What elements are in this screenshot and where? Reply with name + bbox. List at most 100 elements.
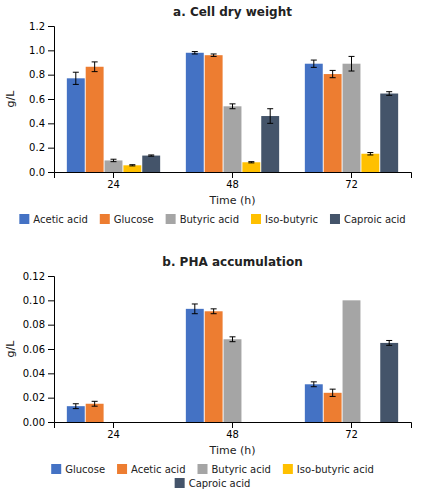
legend-label: Caproic acid (189, 478, 251, 489)
error-bar-line (75, 72, 76, 84)
bar-series (224, 300, 361, 422)
x-tick: 24 (107, 422, 120, 440)
y-tick-mark (48, 398, 54, 399)
error-bar-cap (211, 313, 217, 314)
x-tick-mark (351, 422, 352, 428)
legend-swatch (330, 214, 340, 224)
error-bar-cap (73, 408, 79, 409)
legend-label: Butyric acid (180, 214, 239, 225)
error-bar-cap (367, 152, 373, 153)
error-bar (73, 72, 79, 84)
error-bar-cap (330, 77, 336, 78)
error-bar-line (389, 340, 390, 345)
error-bar-cap (73, 403, 79, 404)
legend-swatch (100, 214, 110, 224)
legend-label: Caproic acid (344, 214, 406, 225)
legend-swatch (198, 464, 208, 474)
y-tick: 0.00 (23, 417, 54, 428)
y-tick-label: 0.0 (29, 167, 45, 178)
y-tick-mark (48, 422, 54, 423)
error-bar (211, 309, 217, 314)
bar (86, 404, 104, 422)
y-tick-label: 0.10 (23, 295, 45, 306)
y-tick-label: 0.00 (23, 417, 45, 428)
error-bar-cap (148, 154, 154, 155)
error-bar-cap (73, 84, 79, 85)
error-bar-cap (311, 386, 317, 387)
bar (242, 422, 260, 423)
x-tick-mark (113, 172, 114, 178)
legend-label: Acetic acid (33, 214, 87, 225)
error-bar-cap (129, 164, 135, 165)
bar (123, 165, 141, 172)
y-tick-label: 0.6 (29, 94, 45, 105)
y-tick-mark (48, 99, 54, 100)
x-tick: 48 (226, 172, 239, 190)
error-bar (92, 62, 98, 72)
bar (205, 55, 223, 172)
legend-item: Butyric acid (198, 464, 271, 475)
y-tick: 0.8 (29, 69, 54, 80)
error-bar-cap (311, 381, 317, 382)
bar (224, 106, 242, 172)
error-bar-line (351, 56, 352, 71)
bar-series (380, 340, 398, 422)
bar (67, 406, 85, 422)
error-bar-line (313, 60, 314, 67)
error-bar-cap (311, 67, 317, 68)
bar (380, 94, 398, 172)
error-bar-cap (129, 165, 135, 166)
x-tick: 24 (107, 172, 120, 190)
y-axis: 0.000.020.040.060.080.100.12 (23, 271, 55, 428)
bar-series (67, 52, 323, 172)
y-tick: 0.6 (29, 94, 54, 105)
error-bar (111, 159, 117, 161)
x-axis-line (55, 423, 412, 429)
y-tick-mark (48, 325, 54, 326)
y-tick-label: 0.04 (23, 368, 45, 379)
error-bar-cap (192, 313, 198, 314)
bar (142, 422, 160, 423)
x-tick-label: 48 (226, 429, 239, 440)
bar (86, 67, 104, 172)
bar (361, 154, 379, 172)
error-bar-cap (330, 396, 336, 397)
error-bar-line (194, 304, 195, 314)
error-bar (367, 153, 373, 155)
error-bar-cap (386, 91, 392, 92)
legend-label: Iso-butyric acid (297, 464, 374, 475)
error-bar-cap (311, 60, 317, 61)
y-axis-title: g/L (4, 90, 17, 108)
x-tick-label: 72 (345, 429, 358, 440)
bar-series (142, 92, 398, 172)
error-bar-line (332, 389, 333, 396)
bar (67, 78, 85, 172)
error-bar-cap (73, 72, 79, 73)
legend: GlucoseAcetic acidButyric acidIso-butyri… (51, 464, 374, 489)
chart-svg: 0.00.20.40.60.81.01.2244872a. Cell dry w… (0, 0, 425, 500)
y-tick-mark (48, 123, 54, 124)
error-bar (192, 52, 198, 54)
bar (324, 74, 342, 172)
error-bar (230, 337, 236, 342)
bar (123, 422, 141, 423)
x-axis: 24 48 72 (55, 172, 412, 190)
y-tick-mark (48, 50, 54, 51)
x-tick-mark (113, 422, 114, 428)
x-tick: 72 (345, 172, 358, 190)
error-bar (129, 165, 135, 166)
error-bar-line (94, 62, 95, 72)
error-bar-cap (330, 389, 336, 390)
x-tick-mark (232, 172, 233, 178)
error-bar-line (75, 404, 76, 409)
legend-item: Caproic acid (175, 478, 251, 489)
bar (224, 339, 242, 422)
x-tick: 72 (345, 422, 358, 440)
legend-swatch (117, 464, 127, 474)
legend-swatch (51, 464, 61, 474)
bar (261, 422, 279, 423)
error-bar (330, 70, 336, 77)
error-bar-cap (349, 71, 355, 72)
legend-swatch (19, 214, 29, 224)
plot-area: 0.00.20.40.60.81.01.2244872a. Cell dry w… (4, 5, 412, 207)
